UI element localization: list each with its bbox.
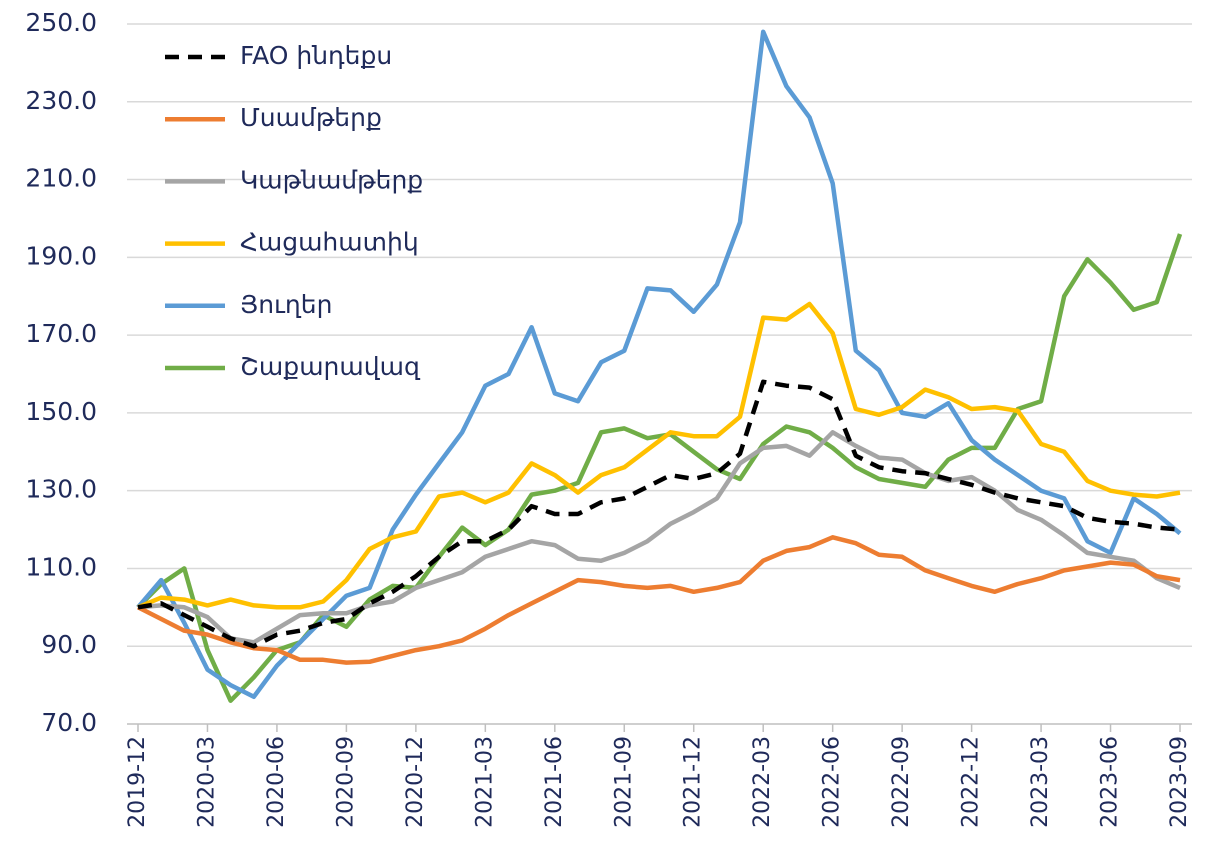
- x-tick-label: 2021-09: [611, 736, 636, 828]
- y-tick-label: 150.0: [25, 397, 97, 426]
- x-tick-label: 2020-09: [333, 736, 358, 828]
- legend-label: Հացահատիկ: [240, 228, 419, 257]
- x-tick-label: 2020-03: [194, 736, 219, 828]
- legend-label: Շաքարավազ: [240, 352, 421, 381]
- x-tick-label: 2023-06: [1098, 736, 1123, 828]
- series-line: [137, 430, 1181, 645]
- y-tick-label: 250.0: [25, 8, 97, 37]
- y-tick-label: 230.0: [25, 86, 97, 115]
- y-tick-label: 90.0: [41, 630, 97, 659]
- legend-label: FAO ինդեքս: [240, 41, 392, 70]
- x-tick-label: 2022-06: [820, 736, 845, 828]
- x-tick-label: 2019-12: [125, 736, 150, 828]
- x-tick-label: 2021-06: [542, 736, 567, 828]
- legend-label: Կաթնամթերք: [240, 165, 423, 194]
- x-tick-label: 2021-03: [472, 736, 497, 828]
- y-tick-label: 70.0: [41, 708, 97, 737]
- series-line: [137, 301, 1181, 610]
- y-tick-label: 210.0: [25, 164, 97, 193]
- y-tick-label: 190.0: [25, 241, 97, 270]
- x-tick-label: 2021-12: [681, 736, 706, 828]
- x-tick-label: 2022-03: [750, 736, 775, 828]
- y-tick-label: 130.0: [25, 475, 97, 504]
- x-tick-label: 2020-12: [403, 736, 428, 828]
- legend-label: Յուղեր: [240, 290, 332, 319]
- series-line: [136, 29, 1182, 700]
- x-tick-label: 2022-09: [889, 736, 914, 828]
- y-tick-label: 170.0: [25, 319, 97, 348]
- x-tick-label: 2022-12: [959, 736, 984, 828]
- series-line: [137, 379, 1181, 649]
- legend-label: Մսամթերք: [240, 103, 382, 132]
- x-tick-label: 2023-03: [1028, 736, 1053, 828]
- x-tick-label: 2020-06: [264, 736, 289, 828]
- x-tick-label: 2023-09: [1167, 736, 1192, 828]
- y-tick-label: 110.0: [25, 552, 97, 581]
- series-line: [136, 535, 1181, 665]
